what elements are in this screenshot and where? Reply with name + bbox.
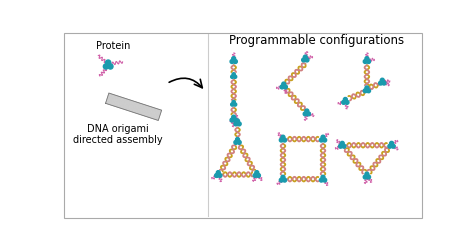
Circle shape — [379, 81, 383, 85]
Circle shape — [363, 175, 367, 179]
Circle shape — [322, 138, 324, 140]
Circle shape — [365, 172, 369, 176]
Circle shape — [236, 119, 239, 123]
Circle shape — [307, 112, 310, 116]
Circle shape — [338, 144, 343, 148]
Circle shape — [365, 86, 369, 90]
Circle shape — [381, 81, 383, 84]
Circle shape — [234, 75, 237, 78]
Circle shape — [305, 112, 308, 114]
Circle shape — [232, 118, 235, 121]
Circle shape — [279, 138, 283, 142]
Circle shape — [319, 178, 323, 182]
Circle shape — [323, 138, 327, 142]
Circle shape — [341, 144, 344, 147]
Circle shape — [363, 60, 367, 63]
Circle shape — [345, 100, 349, 104]
Circle shape — [106, 60, 111, 65]
Circle shape — [230, 60, 234, 63]
Circle shape — [342, 144, 346, 148]
Text: DNA origami
directed assembly: DNA origami directed assembly — [73, 124, 163, 145]
Circle shape — [108, 64, 113, 69]
Circle shape — [236, 138, 239, 141]
Circle shape — [283, 178, 287, 182]
Circle shape — [233, 118, 237, 122]
Circle shape — [231, 75, 234, 78]
Circle shape — [280, 85, 284, 89]
Circle shape — [301, 58, 306, 62]
Circle shape — [233, 60, 237, 63]
Circle shape — [232, 100, 235, 104]
Circle shape — [283, 85, 285, 87]
Circle shape — [237, 122, 241, 126]
Circle shape — [282, 138, 284, 140]
Circle shape — [253, 174, 257, 177]
Text: Protein: Protein — [96, 41, 130, 51]
Circle shape — [363, 89, 367, 93]
Circle shape — [233, 75, 235, 77]
Circle shape — [303, 55, 307, 59]
Circle shape — [281, 175, 285, 179]
Circle shape — [279, 178, 283, 182]
Circle shape — [230, 118, 234, 122]
Circle shape — [215, 174, 219, 177]
Circle shape — [340, 141, 344, 145]
Circle shape — [344, 100, 346, 103]
Circle shape — [282, 82, 286, 86]
Circle shape — [231, 103, 234, 106]
Circle shape — [342, 100, 346, 104]
Circle shape — [391, 144, 395, 148]
Circle shape — [256, 174, 260, 177]
FancyArrowPatch shape — [169, 78, 202, 88]
Circle shape — [232, 59, 235, 62]
Circle shape — [232, 115, 236, 119]
Circle shape — [365, 89, 368, 91]
Circle shape — [218, 174, 222, 177]
Circle shape — [380, 78, 384, 82]
Circle shape — [106, 63, 110, 67]
Circle shape — [365, 57, 369, 61]
Circle shape — [281, 135, 285, 139]
Circle shape — [366, 60, 371, 63]
Circle shape — [234, 103, 237, 106]
Circle shape — [365, 59, 368, 62]
Circle shape — [282, 178, 284, 181]
Circle shape — [234, 122, 238, 126]
Circle shape — [283, 85, 287, 89]
Circle shape — [343, 97, 347, 101]
Circle shape — [304, 58, 307, 61]
Circle shape — [255, 171, 259, 175]
Circle shape — [232, 57, 236, 61]
Circle shape — [303, 112, 307, 116]
Circle shape — [388, 144, 392, 148]
Circle shape — [305, 109, 309, 113]
Circle shape — [365, 175, 368, 178]
Circle shape — [366, 175, 371, 179]
Circle shape — [305, 58, 309, 62]
Circle shape — [236, 122, 239, 124]
Circle shape — [390, 141, 393, 145]
Circle shape — [321, 175, 325, 179]
Circle shape — [237, 140, 241, 144]
Circle shape — [236, 140, 239, 143]
Circle shape — [216, 171, 220, 175]
Circle shape — [234, 140, 238, 144]
Circle shape — [319, 138, 323, 142]
Circle shape — [103, 64, 109, 69]
Circle shape — [217, 173, 219, 176]
Circle shape — [232, 73, 235, 76]
Circle shape — [390, 144, 393, 147]
Circle shape — [321, 135, 325, 139]
Circle shape — [233, 102, 235, 105]
Circle shape — [322, 178, 324, 181]
Circle shape — [323, 178, 327, 182]
Circle shape — [366, 89, 371, 93]
Text: Programmable configurations: Programmable configurations — [229, 34, 404, 47]
Circle shape — [382, 81, 386, 85]
Circle shape — [255, 173, 258, 176]
Circle shape — [283, 138, 287, 142]
